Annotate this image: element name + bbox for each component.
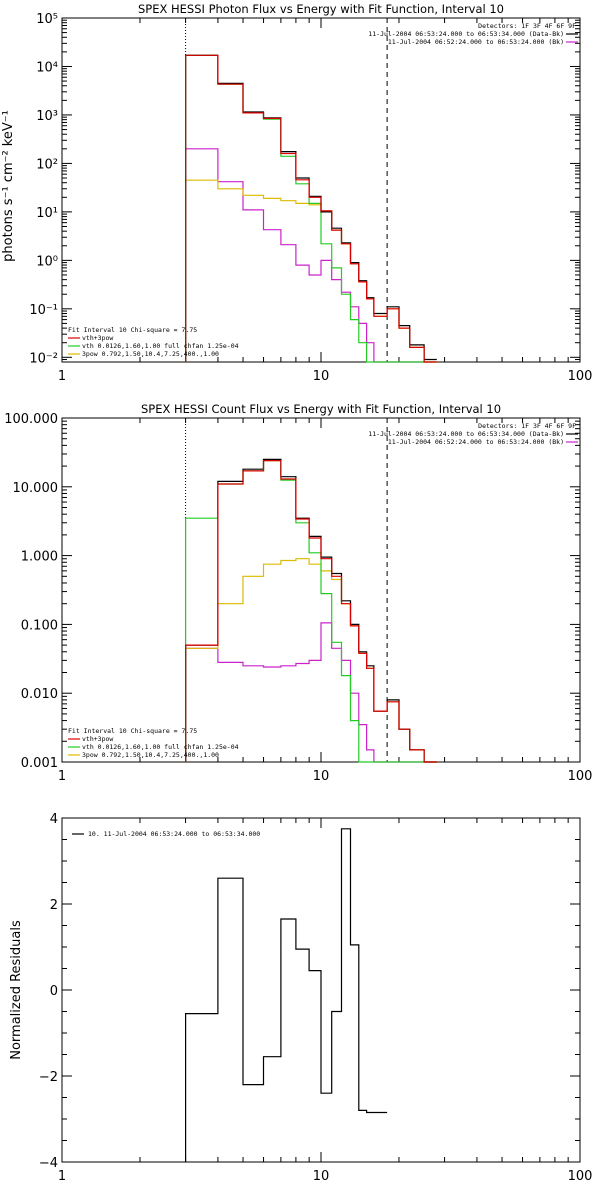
count-axes: 1 10 100 0.001 0.010 0.100 1.000 10.000 100.000	[4, 412, 592, 784]
x-tick-label: 10	[313, 769, 330, 784]
photon-legend-detectors: Detectors: 1F 3F 4F 6F 9F	[478, 22, 576, 30]
count-series	[185, 458, 437, 763]
photon-legend-3pow: 3pow 0.792,1.50,10.4,7.25,400.,1.00	[82, 350, 219, 358]
y-tick-label: 0	[50, 984, 58, 999]
photon-panel: SPEX HESSI Photon Flux vs Energy with Fi…	[1, 2, 592, 384]
y-tick-label: 10⁵	[36, 12, 58, 27]
count-legend-fit-interval: Fit Interval 10 Chi-square = 7.75	[68, 727, 197, 735]
x-tick-label: 1	[58, 769, 66, 784]
count-title: SPEX HESSI Count Flux vs Energy with Fit…	[141, 402, 501, 416]
y-tick-label: 100.000	[4, 412, 58, 427]
x-tick-label: 100	[568, 369, 593, 384]
y-tick-label: 4	[50, 812, 58, 827]
photon-legend-top-right: Detectors: 1F 3F 4F 6F 9F 11-Jul-2004 06…	[368, 22, 578, 46]
residuals-axes: 1 10 100 −4 −2 0 2 4	[39, 812, 593, 1184]
series-bk	[185, 622, 437, 763]
y-tick-label: −4	[39, 1156, 58, 1171]
y-tick-label: 10⁴	[36, 60, 58, 75]
series-bk	[185, 148, 437, 363]
series-total	[185, 54, 437, 362]
series-bpow	[185, 179, 437, 363]
y-tick-label: 10⁰	[36, 254, 58, 269]
x-tick-label: 10	[313, 1169, 330, 1184]
count-legend-3pow: 3pow 0.792,1.50,10.4,7.25,400.,1.00	[82, 751, 219, 759]
photon-legend-data-bk: 11-Jul-2004 06:53:24.000 to 06:53:34.000…	[368, 30, 564, 38]
count-legend-sum: vth+3pow	[82, 735, 113, 743]
count-legend-top-right: Detectors: 1F 3F 4F 6F 9F 11-Jul-2004 06…	[368, 422, 578, 446]
count-legend-bottom-left: Fit Interval 10 Chi-square = 7.75 vth+3p…	[68, 727, 239, 759]
count-legend-detectors: Detectors: 1F 3F 4F 6F 9F	[478, 422, 576, 430]
y-tick-label: 10⁻²	[29, 351, 58, 366]
y-tick-label: 10³	[36, 109, 58, 124]
photon-legend-vth: vth 0.0126,1.60,1.00 full chfan 1.25e-04	[82, 342, 239, 350]
photon-series	[185, 54, 437, 363]
x-tick-label: 10	[313, 369, 330, 384]
count-legend-data-bk: 11-Jul-2004 06:53:24.000 to 06:53:34.000…	[368, 430, 564, 438]
photon-legend-sum: vth+3pow	[82, 334, 113, 342]
residuals-series	[185, 828, 388, 1162]
photon-legend-bottom-left: Fit Interval 10 Chi-square = 7.75 vth+3p…	[68, 326, 239, 358]
residuals-ylabel: Normalized Residuals	[9, 920, 24, 1060]
x-tick-label: 100	[568, 769, 593, 784]
y-tick-label: 0.100	[21, 618, 58, 633]
y-tick-label: 0.001	[21, 756, 58, 771]
x-tick-label: 1	[58, 369, 66, 384]
plot-frame	[61, 17, 581, 363]
count-legend-vth: vth 0.0126,1.60,1.00 full chfan 1.25e-04	[82, 743, 239, 751]
y-tick-label: 10²	[36, 157, 58, 172]
y-tick-label: 1.000	[21, 550, 58, 565]
photon-legend-fit-interval: Fit Interval 10 Chi-square = 7.75	[68, 326, 197, 334]
y-tick-label: 10¹	[36, 206, 58, 221]
count-legend-bk: 11-Jul-2004 06:52:24.000 to 06:53:24.000…	[388, 438, 564, 446]
x-tick-label: 100	[568, 1169, 593, 1184]
photon-title: SPEX HESSI Photon Flux vs Energy with Fi…	[138, 2, 504, 16]
y-tick-label: 2	[50, 898, 58, 913]
y-tick-label: −2	[39, 1070, 58, 1085]
count-panel: SPEX HESSI Count Flux vs Energy with Fit…	[4, 402, 592, 784]
y-tick-label: 10⁻¹	[29, 303, 58, 318]
residuals-panel: Normalized Residuals 1 10 100 −4 −2 0 2 4 10. 1…	[9, 812, 592, 1184]
series-sum	[185, 54, 437, 363]
photon-ylabel: photons s⁻¹ cm⁻² keV⁻¹	[1, 110, 16, 262]
x-tick-label: 1	[58, 1169, 66, 1184]
series-resid	[185, 828, 388, 1162]
y-tick-label: 0.010	[21, 687, 58, 702]
series-sum	[185, 460, 437, 763]
residuals-legend-interval: 10. 11-Jul-2004 06:53:24.000 to 06:53:34…	[88, 830, 260, 838]
y-tick-label: 10.000	[13, 481, 59, 496]
residuals-legend: 10. 11-Jul-2004 06:53:24.000 to 06:53:34…	[72, 830, 260, 838]
photon-legend-bk: 11-Jul-2004 06:52:24.000 to 06:53:24.000…	[388, 38, 564, 46]
